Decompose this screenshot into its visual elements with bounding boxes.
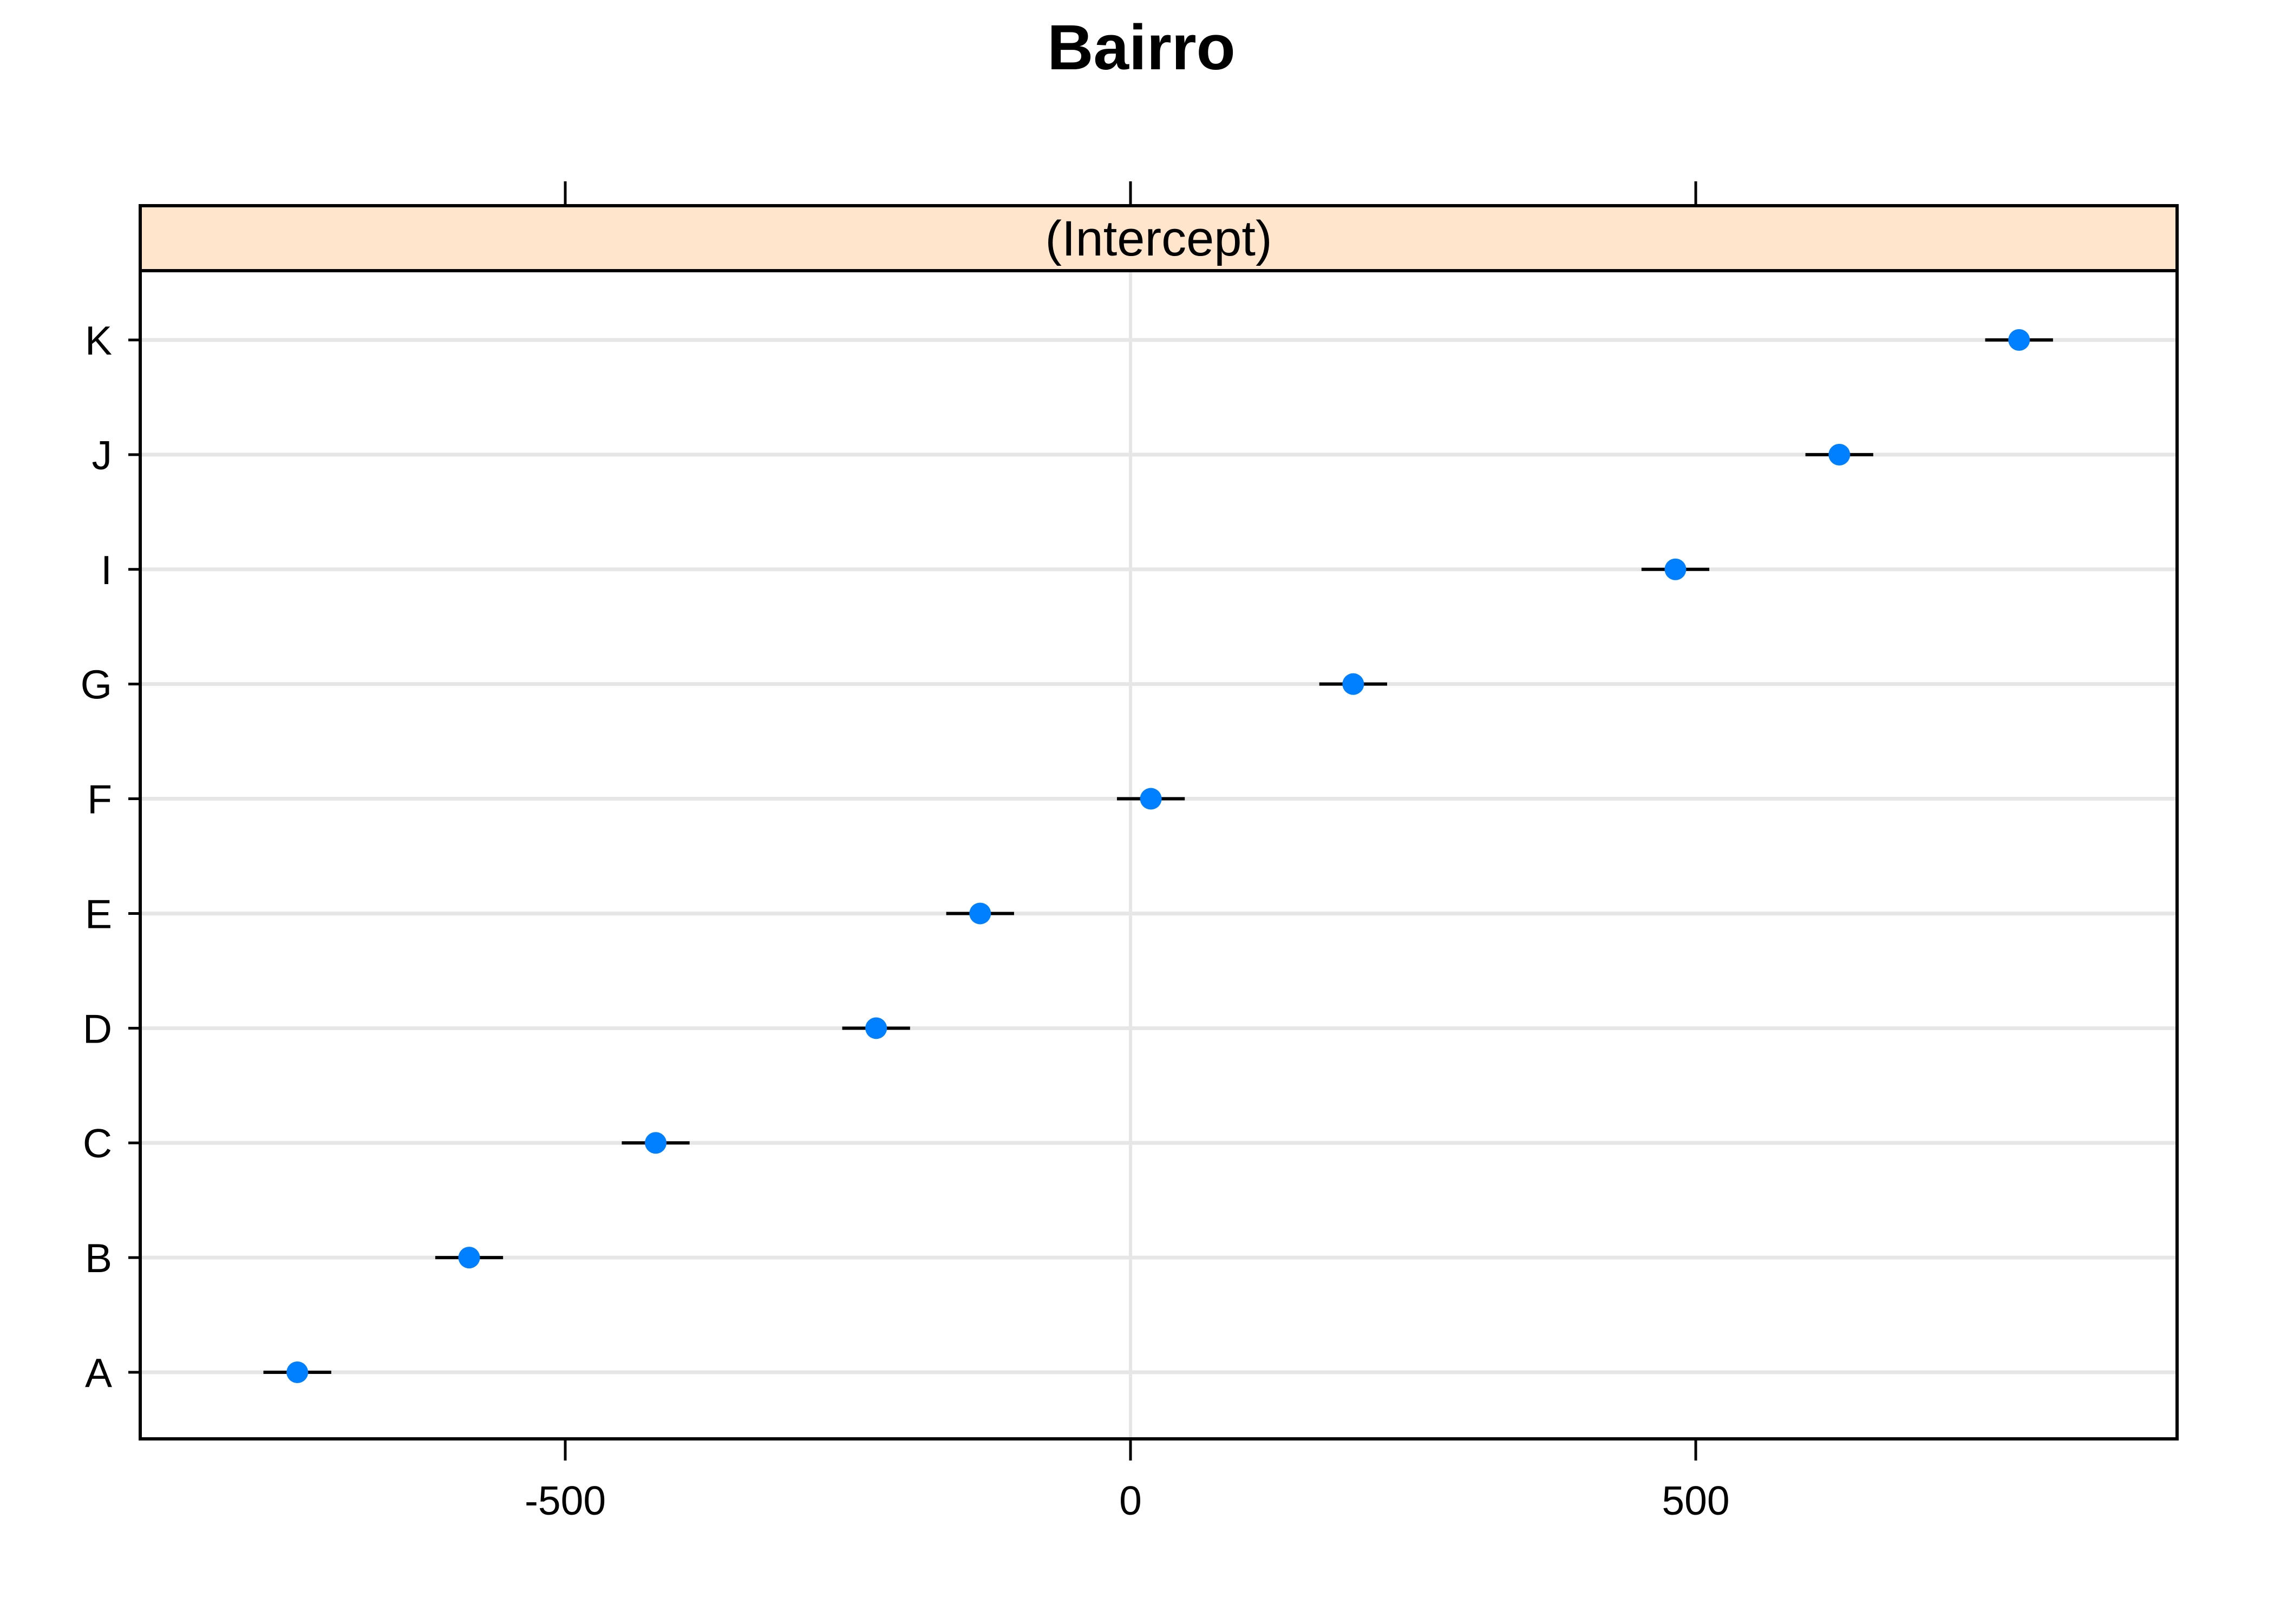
- point-E: [969, 902, 991, 925]
- y-tick-label-G: G: [81, 662, 112, 708]
- point-D: [865, 1017, 887, 1039]
- point-B: [458, 1247, 480, 1269]
- y-tick-label-C: C: [83, 1121, 112, 1166]
- y-tick-label-I: I: [101, 547, 112, 593]
- x-tick-label-1: 0: [1119, 1478, 1142, 1523]
- y-tick-label-B: B: [85, 1235, 112, 1281]
- data-marks: [263, 329, 2053, 1383]
- y-tick-label-D: D: [83, 1006, 112, 1051]
- point-J: [1828, 443, 1851, 466]
- point-F: [1140, 788, 1162, 810]
- panel-frame: [139, 204, 2179, 1440]
- gridlines: [140, 271, 2177, 1439]
- x-tick-label-2: 500: [1662, 1478, 1729, 1523]
- x-tick-label-0: -500: [525, 1478, 606, 1523]
- point-I: [1664, 558, 1687, 580]
- y-tick-label-K: K: [85, 318, 112, 363]
- point-G: [1342, 673, 1364, 695]
- axes: A B C D E F G I J K -500 0 500: [81, 181, 1730, 1523]
- y-tick-label-E: E: [85, 891, 112, 937]
- point-K: [2008, 329, 2030, 351]
- y-tick-label-A: A: [85, 1350, 112, 1396]
- chart-title: Bairro: [1047, 12, 1236, 83]
- y-tick-label-F: F: [87, 777, 112, 822]
- point-C: [645, 1132, 667, 1154]
- point-A: [286, 1361, 309, 1383]
- panel-strip-label: (Intercept): [1045, 211, 1272, 266]
- y-tick-label-J: J: [92, 433, 113, 478]
